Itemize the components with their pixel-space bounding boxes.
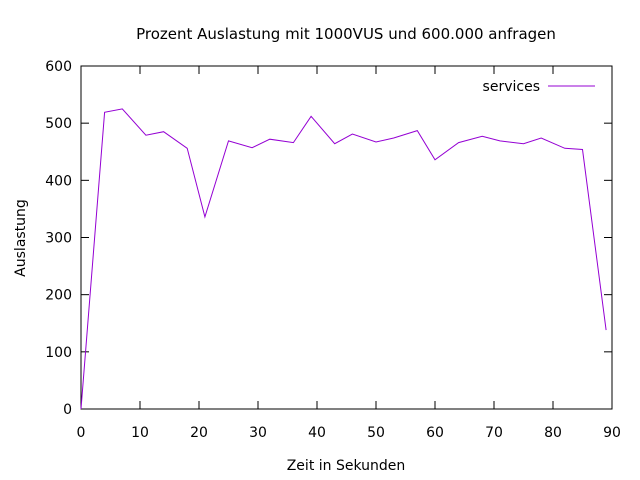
legend-label: services	[483, 79, 540, 95]
legend: services	[483, 79, 595, 95]
x-tick-label: 40	[308, 425, 326, 441]
y-tick-label: 300	[45, 231, 72, 247]
x-tick-label: 20	[190, 425, 208, 441]
y-tick-label: 200	[45, 288, 72, 304]
chart-title: Prozent Auslastung mit 1000VUS und 600.0…	[136, 25, 556, 43]
x-tick-label: 0	[77, 425, 86, 441]
y-tick-label: 100	[45, 345, 72, 361]
x-tick-label: 10	[131, 425, 149, 441]
series-line-services	[80, 108, 607, 410]
x-tick-label: 80	[544, 425, 562, 441]
y-axis-label: Auslastung	[13, 199, 29, 277]
x-tick-label: 90	[603, 425, 621, 441]
x-tick-label: 60	[426, 425, 444, 441]
x-axis-label: Zeit in Sekunden	[287, 458, 406, 474]
y-axis: 0 100 200 300 400 500 600	[45, 59, 612, 418]
y-tick-label: 0	[63, 402, 72, 418]
y-tick-label: 600	[45, 59, 72, 75]
plot-border	[80, 65, 613, 410]
plot-frame	[80, 65, 613, 410]
x-tick-label: 50	[367, 425, 385, 441]
y-tick-label: 400	[45, 173, 72, 189]
x-axis: 0 10 20 30 40 50 60 70 80 90	[77, 66, 621, 441]
x-tick-label: 70	[485, 425, 503, 441]
y-tick-label: 500	[45, 116, 72, 132]
series-layer	[80, 108, 607, 410]
x-tick-label: 30	[249, 425, 267, 441]
